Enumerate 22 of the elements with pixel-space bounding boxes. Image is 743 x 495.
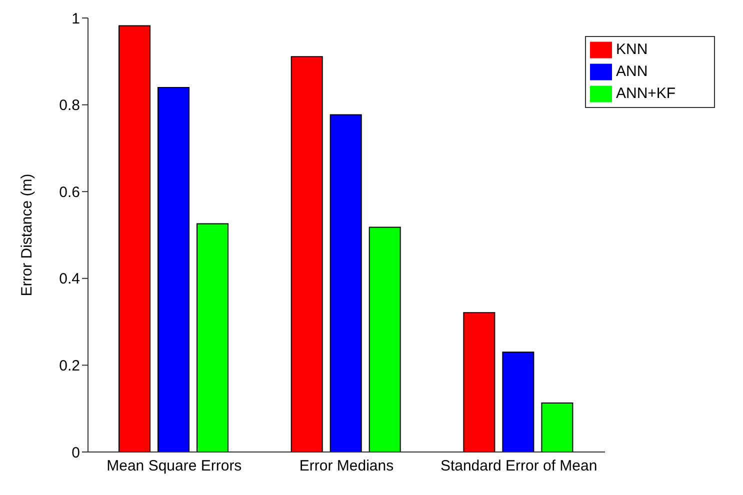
bar <box>368 226 401 452</box>
x-tick-label: Standard Error of Mean <box>440 458 598 475</box>
bar <box>463 312 496 452</box>
legend-label: ANN+KF <box>616 85 676 102</box>
bar <box>541 402 574 452</box>
y-tick-label: 0 <box>72 444 80 462</box>
bar <box>290 56 323 452</box>
legend-label: ANN <box>616 63 648 80</box>
y-axis-title: Error Distance (m) <box>18 174 36 296</box>
x-tick-label: Error Medians <box>299 458 394 475</box>
x-tick-label: Mean Square Errors <box>106 458 242 475</box>
bar <box>118 25 151 452</box>
y-tick-label: 1 <box>72 10 80 28</box>
legend-label: KNN <box>616 41 648 58</box>
y-tick-label: 0.2 <box>59 358 80 375</box>
bar <box>330 114 362 452</box>
y-tick-label: 0.8 <box>59 97 80 114</box>
y-tick-label: 0.6 <box>59 184 80 201</box>
bar <box>196 223 229 452</box>
bar <box>502 352 534 452</box>
y-tick-label: 0.4 <box>59 270 80 288</box>
bar <box>158 86 190 452</box>
